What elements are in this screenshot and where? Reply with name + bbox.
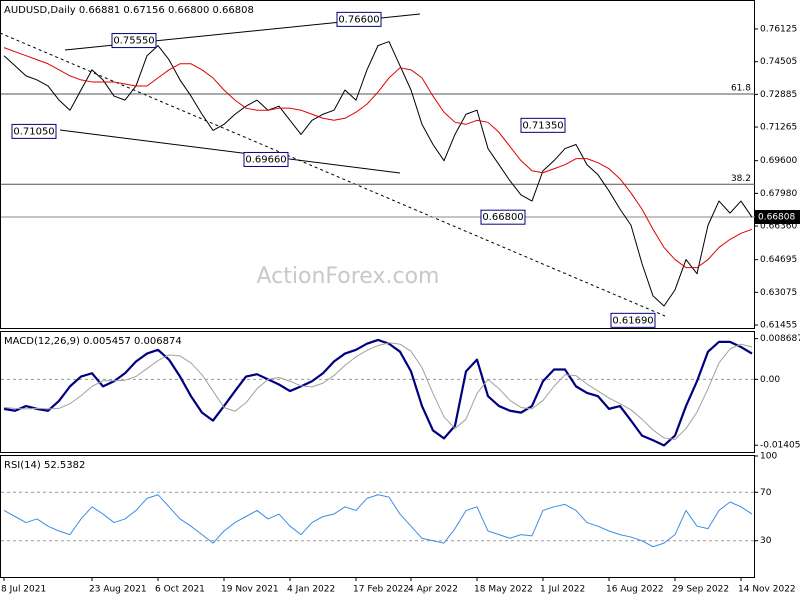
y-tick-label: 100 [760,452,777,462]
x-tick-label: 16 Aug 2022 [606,585,664,595]
y-tick-label: 30 [760,536,772,546]
y-tick-label: -0.014056 [760,441,800,451]
last-price-box [755,210,800,225]
x-tick-label: 18 May 2022 [474,585,533,595]
y-tick-label: 0.66360 [760,222,797,232]
x-tick-label: 23 Aug 2021 [89,585,147,595]
series-line [3,494,753,548]
y-tick-label: 0.67980 [760,189,797,199]
price-label: 0.71050 [13,126,54,137]
y-tick-label: 0.72885 [760,90,797,100]
fib-label: 61.8 [731,84,751,94]
price-label: 0.66800 [482,212,523,223]
y-tick-label: 70 [760,488,772,498]
series-line [3,47,753,269]
fib-label: 38.2 [731,174,751,184]
y-tick-label: 0.008687 [760,334,800,344]
panel-title: AUDUSD,Daily 0.66881 0.67156 0.66800 0.6… [4,5,254,16]
price-label: 0.75550 [113,36,154,47]
y-tick-label: 0.71265 [760,123,797,133]
panel-title: RSI(14) 52.5382 [4,460,85,471]
price-label-box [480,209,526,225]
price-label-box [520,117,566,133]
series-line [3,41,753,307]
price-label-box [610,312,656,328]
trendline [0,32,666,317]
y-tick-label: 0.64695 [760,255,797,265]
series-line [3,338,753,447]
x-tick-label: 4 Apr 2022 [408,585,458,595]
price-label: 0.71350 [522,120,563,131]
price-label-box [336,11,382,27]
watermark: ActionForex.com [257,264,440,289]
x-tick-label: 19 Nov 2021 [221,585,279,595]
x-tick-label: 4 Jan 2022 [287,585,335,595]
macd-panel [0,331,755,453]
rsi-panel [0,455,755,578]
x-tick-label: 6 Oct 2021 [155,585,205,595]
price-label-box [243,151,289,167]
x-tick-label: 8 Jul 2021 [1,585,46,595]
last-price-label: 0.66808 [758,213,795,223]
trendline [59,129,401,174]
x-tick-label: 14 Nov 2022 [738,585,796,595]
series-line [3,342,753,440]
price-panel [0,0,755,329]
price-label: 0.61690 [612,315,653,326]
y-tick-label: 0.00 [760,375,780,385]
y-tick-label: 0.63075 [760,288,797,298]
panel-title: MACD(12,26,9) 0.005457 0.006874 [4,336,182,347]
price-label-box [11,123,57,139]
price-label: 0.76600 [338,14,379,25]
y-tick-label: 0.76125 [760,24,797,34]
x-tick-label: 17 Feb 2022 [353,585,409,595]
x-tick-label: 29 Sep 2022 [672,585,729,595]
y-tick-label: 0.69600 [760,156,797,166]
x-tick-label: 1 Jul 2022 [540,585,585,595]
price-label: 0.69660 [245,154,286,165]
price-label-box [111,33,157,49]
y-tick-label: 0.61455 [760,321,797,331]
y-tick-label: 0.74505 [760,57,797,67]
